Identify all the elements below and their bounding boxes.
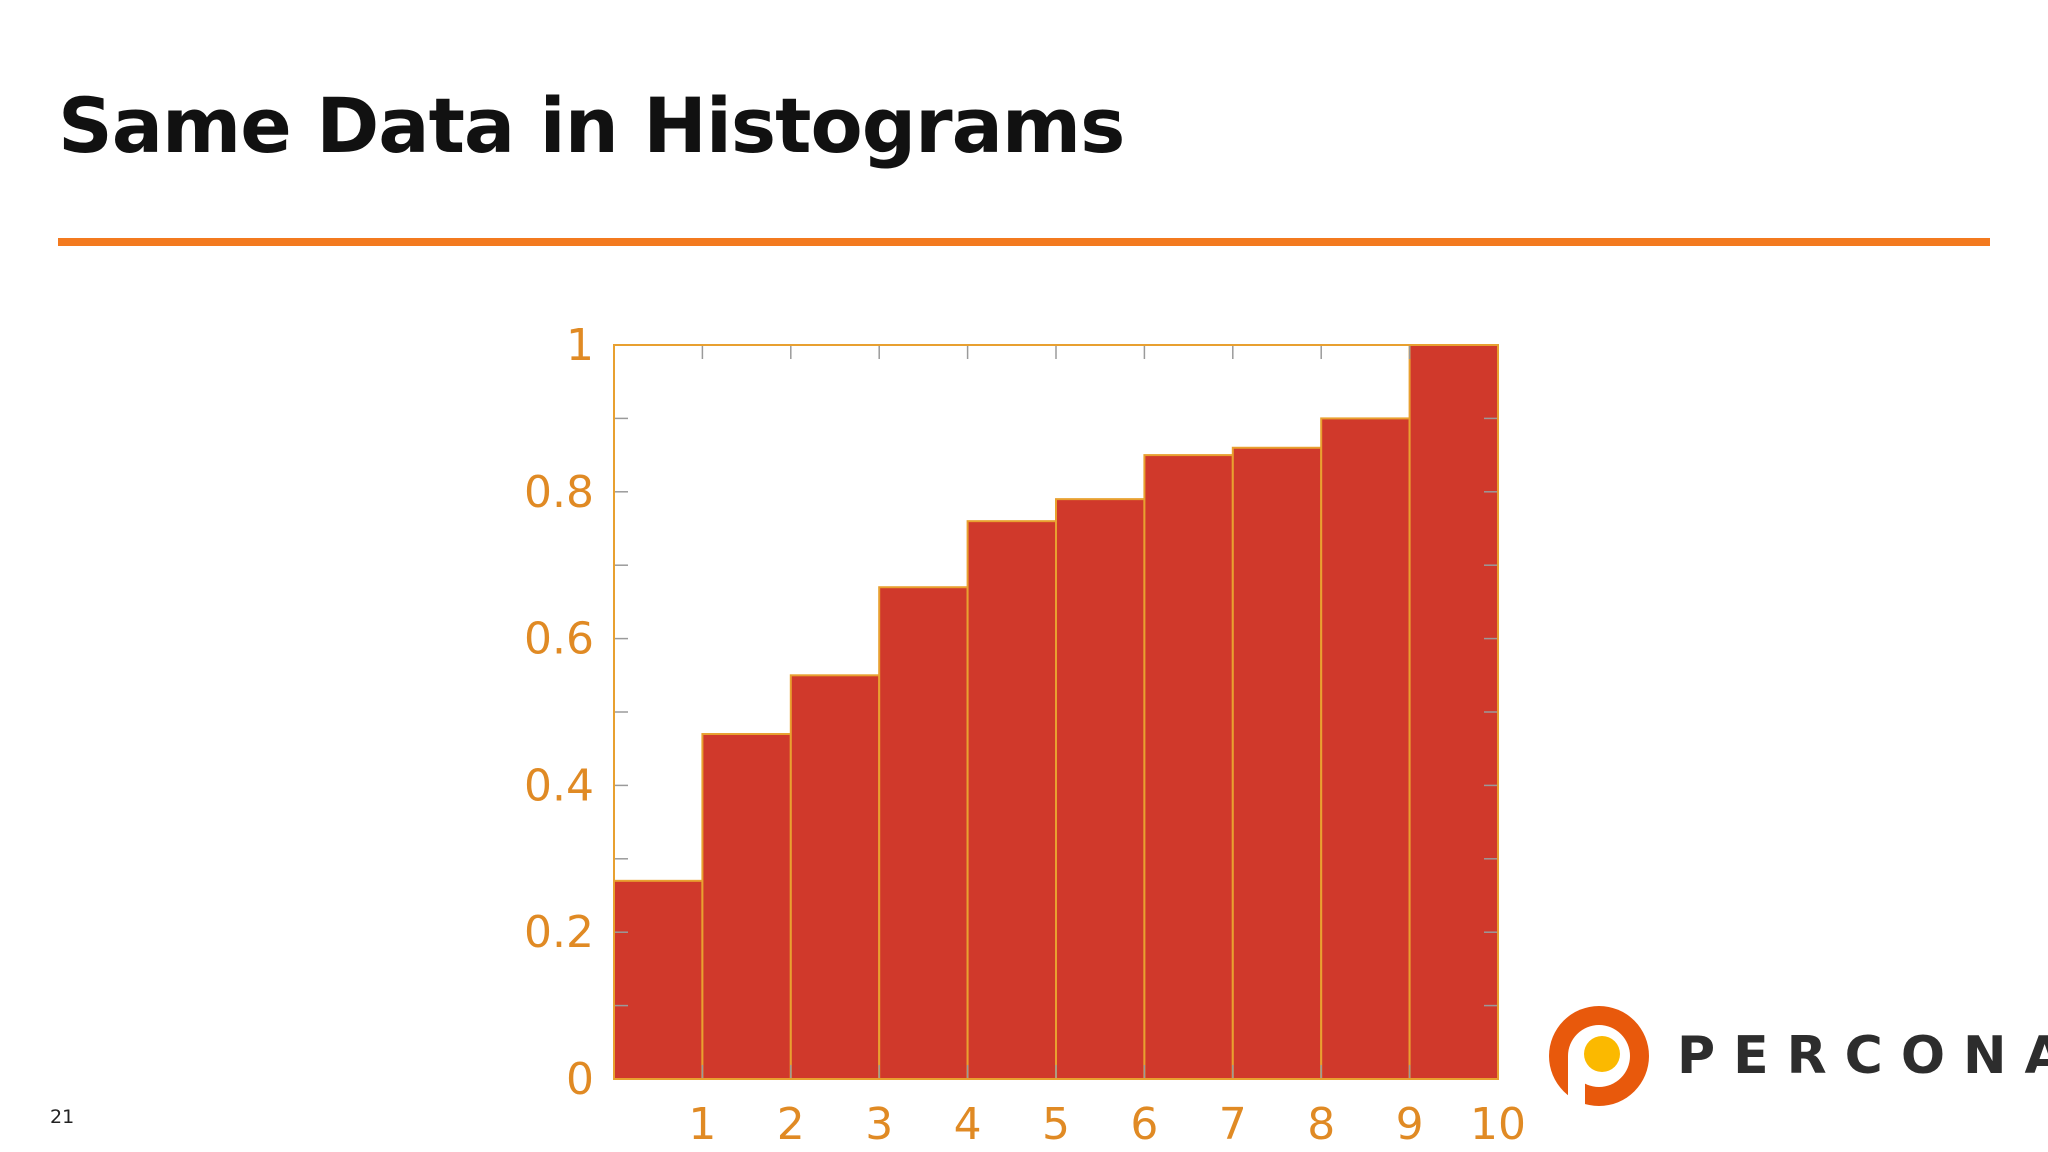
ticks-layer	[614, 344, 1499, 1080]
histogram-bar	[1231, 446, 1323, 1080]
x-tick-label: 8	[1307, 1099, 1335, 1150]
plot-frame	[613, 344, 1499, 1080]
percona-logo-text: PERCONA	[1677, 1026, 2048, 1086]
x-tick-label: 3	[865, 1099, 893, 1150]
x-tick-label: 6	[1130, 1099, 1158, 1150]
x-tick-label: 10	[1470, 1099, 1526, 1150]
tick-labels-layer: 1 2 3 4 5 6 7 8 9 10 0 0.2 0.4 0.6 0.8 1	[524, 320, 1526, 1150]
histogram-bar	[1408, 344, 1499, 1080]
x-tick-label: 4	[954, 1099, 982, 1150]
y-tick-label: 0	[566, 1054, 594, 1105]
histogram-bar	[701, 733, 792, 1081]
histogram-bar	[1143, 454, 1234, 1081]
title-divider	[58, 238, 1990, 246]
percona-logo-icon	[1549, 1006, 1649, 1106]
slide-title: Same Data in Histograms	[58, 81, 1125, 170]
y-tick-label: 1	[566, 320, 594, 371]
histogram-bar	[1055, 498, 1146, 1080]
y-tick-label: 0.2	[524, 907, 594, 958]
histogram-bar	[1320, 417, 1411, 1080]
percona-logo: PERCONA	[1545, 1002, 2048, 1112]
x-tick-label: 2	[777, 1099, 805, 1150]
page-number: 21	[50, 1106, 75, 1128]
histogram-bar	[878, 586, 969, 1080]
x-tick-label: 9	[1396, 1099, 1424, 1150]
bars-layer	[613, 344, 1499, 1081]
x-tick-label: 1	[688, 1099, 716, 1150]
x-tick-label: 5	[1042, 1099, 1070, 1150]
y-tick-label: 0.6	[524, 614, 594, 665]
y-tick-label: 0.8	[524, 467, 594, 518]
y-tick-label: 0.4	[524, 760, 594, 811]
histogram-bar	[789, 674, 881, 1080]
x-tick-label: 7	[1219, 1099, 1247, 1150]
histogram-bar	[613, 879, 704, 1080]
histogram-bar	[966, 520, 1057, 1080]
